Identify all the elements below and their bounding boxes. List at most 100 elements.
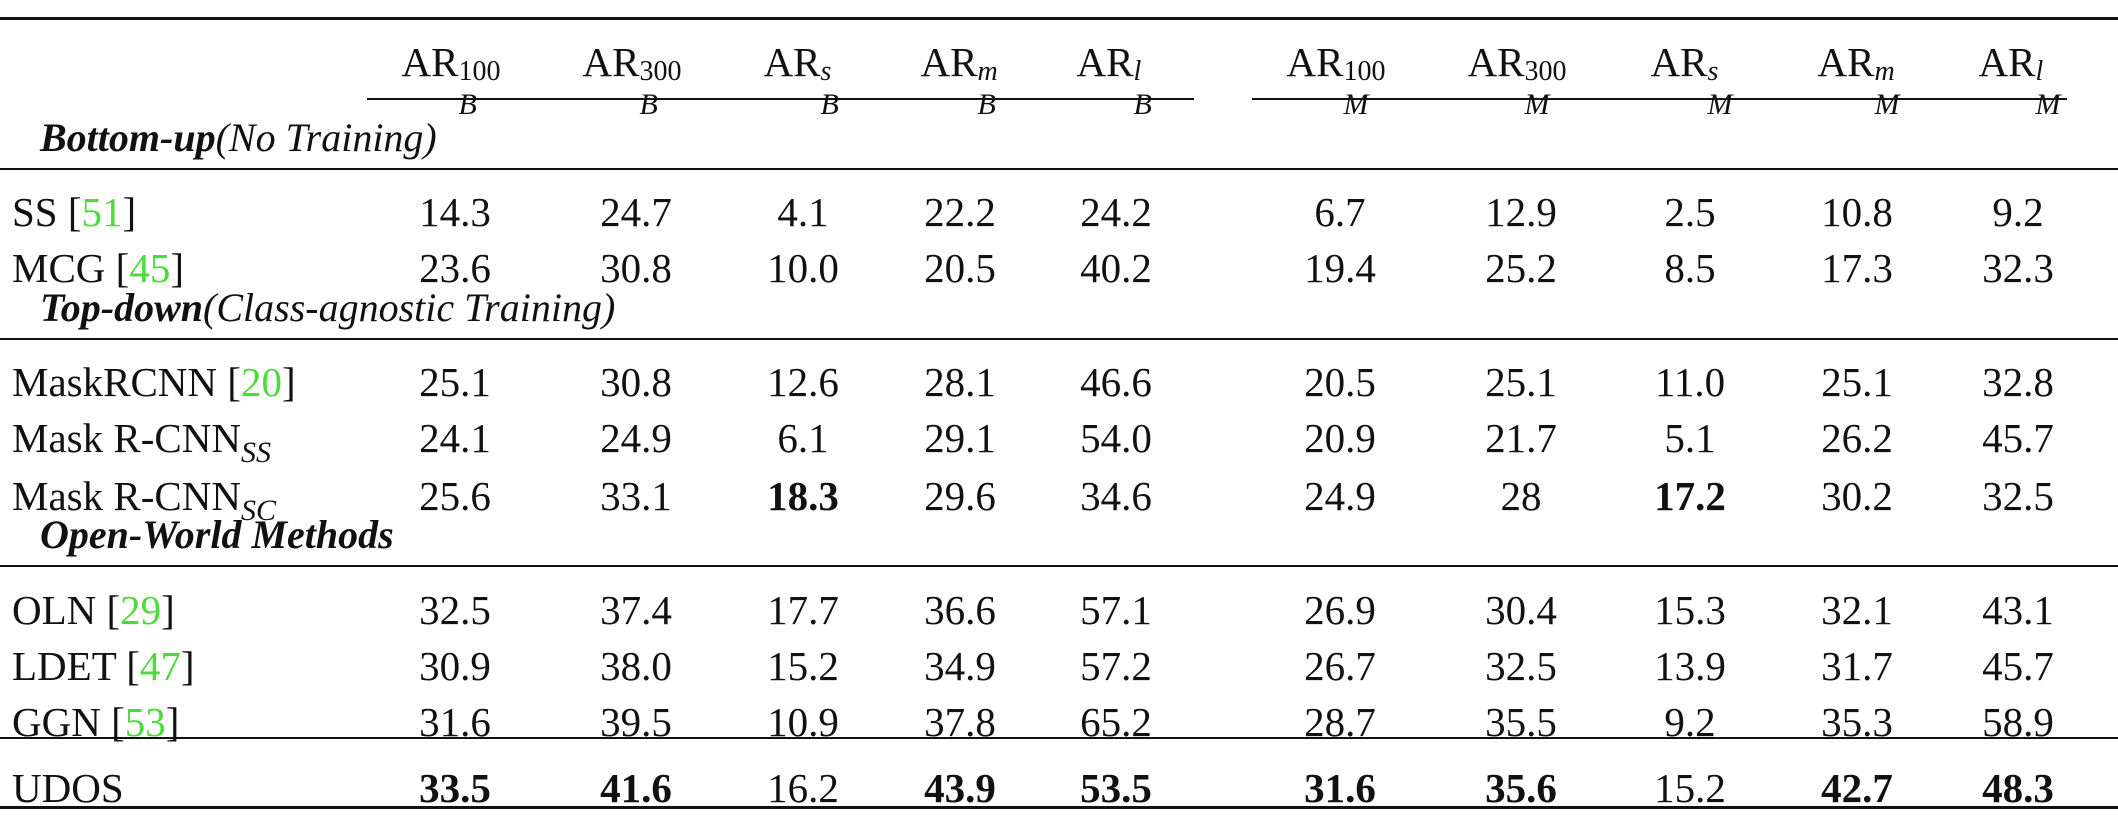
- table-cell: 42.7: [1821, 765, 1893, 811]
- table-cell: 24.9: [600, 415, 672, 461]
- column-header-base: AR: [582, 39, 640, 85]
- column-header-base: AR: [763, 39, 821, 85]
- column-header-sub: B: [820, 88, 839, 121]
- table-cell: 25.2: [1485, 245, 1557, 291]
- column-header: AR 300 M: [1467, 39, 1575, 120]
- column-header-base: AR: [1467, 39, 1525, 85]
- column-header-sup: l: [2035, 56, 2044, 87]
- table-cell: 17.3: [1821, 245, 1893, 291]
- section-rule-2: [0, 338, 2118, 340]
- table-cell: 30.4: [1485, 587, 1557, 633]
- table-cell: 24.1: [419, 415, 491, 461]
- table-cell: 34.9: [924, 643, 996, 689]
- column-header-base: AR: [1650, 39, 1708, 85]
- table-cell: 26.2: [1821, 415, 1893, 461]
- table-cell: 20.5: [924, 245, 996, 291]
- row-label: MaskRCNN [20]: [12, 362, 296, 403]
- row-label: SS [51]: [12, 192, 136, 233]
- citation-link: 20: [240, 359, 282, 405]
- table-cell: 32.5: [1982, 473, 2054, 519]
- section-title: Bottom-up(No Training): [40, 118, 437, 158]
- method-name: OLN [: [12, 587, 121, 633]
- table-cell: 31.6: [1304, 765, 1376, 811]
- table-cell: 28: [1500, 473, 1542, 519]
- column-header-base: AR: [920, 39, 978, 85]
- table-cell: 32.5: [1485, 643, 1557, 689]
- table-cell: 28.1: [924, 359, 996, 405]
- method-name: LDET [: [12, 643, 140, 689]
- table-cell: 25.1: [419, 359, 491, 405]
- column-header: AR 300 B: [582, 39, 690, 120]
- table-cell: 35.3: [1821, 699, 1893, 745]
- method-name: Mask R-CNN: [12, 415, 241, 461]
- table-cell: 30.8: [600, 245, 672, 291]
- section-rule-3: [0, 565, 2118, 567]
- row-label: Mask R-CNNSC: [12, 476, 276, 526]
- table-cell: 30.2: [1821, 473, 1893, 519]
- column-header-sub: M: [2035, 88, 2061, 121]
- mask-header-rule: [1252, 98, 2067, 100]
- table-cell: 40.2: [1080, 245, 1152, 291]
- table-cell: 21.7: [1485, 415, 1557, 461]
- table-cell: 53.5: [1080, 765, 1152, 811]
- table-cell: 33.1: [600, 473, 672, 519]
- table-cell: 43.1: [1982, 587, 2054, 633]
- citation-close: ]: [170, 245, 184, 291]
- column-header-sup: 300: [639, 56, 682, 87]
- table-cell: 16.2: [767, 765, 839, 811]
- method-name: MCG [: [12, 245, 130, 291]
- method-name: MaskRCNN [: [12, 359, 241, 405]
- table-cell: 23.6: [419, 245, 491, 291]
- table-cell: 32.5: [419, 587, 491, 633]
- method-name: UDOS: [12, 765, 124, 811]
- column-header-sub: M: [1707, 88, 1733, 121]
- table-cell: 31.7: [1821, 643, 1893, 689]
- column-header-base: AR: [1978, 39, 2036, 85]
- table-cell: 41.6: [600, 765, 672, 811]
- column-header: AR 100 B: [402, 42, 509, 120]
- table-cell: 6.7: [1314, 189, 1366, 235]
- table-cell: 58.9: [1982, 699, 2054, 745]
- section-title-rest: (No Training): [215, 115, 437, 160]
- method-subscript: SC: [240, 494, 276, 527]
- table-cell: 33.5: [419, 765, 491, 811]
- table-cell: 4.1: [777, 189, 829, 235]
- column-header-sup: l: [1133, 56, 1142, 87]
- section-title-bold: Top-down: [40, 285, 204, 330]
- table-cell: 32.1: [1821, 587, 1893, 633]
- column-header-sub: M: [1524, 88, 1550, 121]
- table-cell: 12.9: [1485, 189, 1557, 235]
- table-cell: 57.2: [1080, 643, 1152, 689]
- bottom-rule: [0, 806, 2118, 809]
- table-cell: 17.7: [767, 587, 839, 633]
- table-cell: 19.4: [1304, 245, 1376, 291]
- table-cell: 31.6: [419, 699, 491, 745]
- row-label: OLN [29]: [12, 590, 175, 631]
- table-cell: 38.0: [600, 643, 672, 689]
- table-cell: 54.0: [1080, 415, 1152, 461]
- table-cell: 35.6: [1485, 765, 1557, 811]
- column-header: AR 100 M: [1287, 42, 1394, 120]
- column-header: AR l M: [1978, 39, 2061, 120]
- table-cell: 15.2: [1654, 765, 1726, 811]
- table-cell: 28.7: [1304, 699, 1376, 745]
- udos-rule: [0, 737, 2118, 739]
- table-cell: 37.8: [924, 699, 996, 745]
- column-header-sub: M: [1343, 88, 1369, 121]
- column-header-base: AR: [1076, 39, 1134, 85]
- table-cell: 34.6: [1080, 473, 1152, 519]
- table-cell: 15.3: [1654, 587, 1726, 633]
- table-cell: 35.5: [1485, 699, 1557, 745]
- table-cell: 36.6: [924, 587, 996, 633]
- section-rule-1: [0, 168, 2118, 170]
- table-cell: 11.0: [1654, 359, 1726, 405]
- section-title-bold: Open-World Methods: [40, 512, 394, 557]
- table-cell: 20.5: [1304, 359, 1376, 405]
- citation-link: 45: [129, 245, 171, 291]
- table-cell: 22.2: [924, 189, 996, 235]
- row-label: GGN [53]: [12, 702, 179, 743]
- column-header: AR s B: [763, 39, 843, 120]
- table-cell: 24.2: [1080, 189, 1152, 235]
- table-cell: 2.5: [1664, 189, 1716, 235]
